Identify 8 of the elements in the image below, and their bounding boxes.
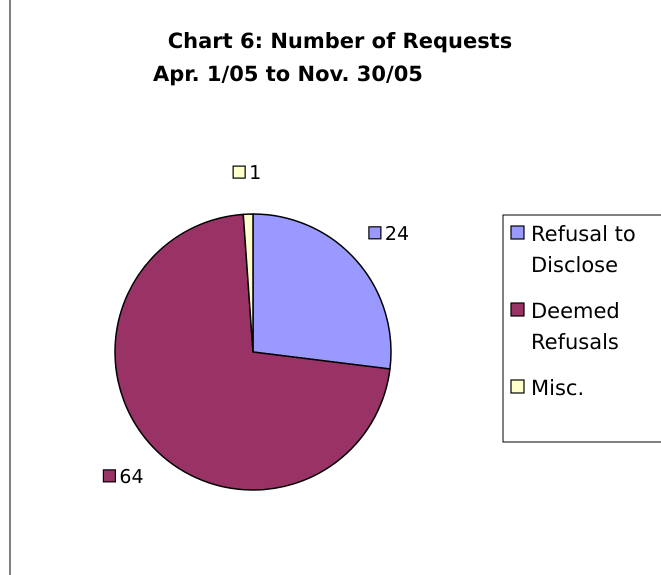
chart-subtitle: Apr. 1/05 to Nov. 30/05 [153, 62, 423, 86]
legend-label: Refusal to Disclose [531, 222, 636, 277]
data-label: 24 [384, 222, 410, 245]
chart-title: Chart 6: Number of Requests [168, 29, 512, 53]
data-label: 1 [249, 162, 262, 184]
legend-label: Deemed Refusals [531, 299, 620, 354]
data-label: 64 [119, 466, 144, 488]
legend-label: Misc. [531, 376, 584, 400]
